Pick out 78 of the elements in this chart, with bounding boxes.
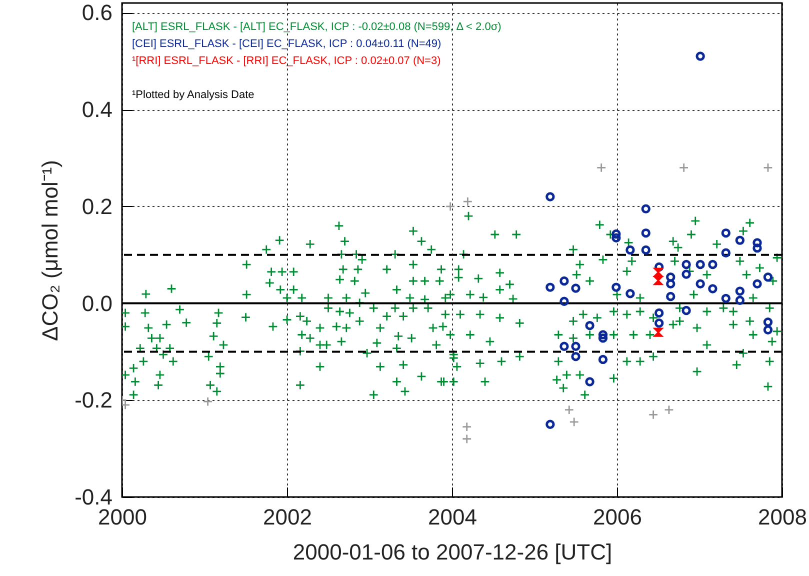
x-axis-title: 2000-01-06 to 2007-12-26 [UTC] bbox=[292, 540, 612, 564]
point bbox=[654, 308, 664, 318]
point bbox=[708, 284, 718, 294]
point bbox=[585, 320, 594, 330]
point bbox=[626, 245, 635, 255]
point bbox=[641, 204, 650, 214]
point bbox=[564, 404, 574, 415]
point bbox=[462, 196, 473, 206]
text: ¹[RRI] ESRL_FLASK - [RRI] EC_FLASK, ICP : 0.02±0.07 (N=3) bbox=[132, 55, 441, 67]
x-tick-label: 2006 bbox=[593, 504, 642, 530]
point bbox=[571, 342, 580, 351]
point bbox=[462, 434, 472, 444]
x-tick-label: 2004 bbox=[428, 504, 477, 530]
point bbox=[721, 228, 731, 238]
point bbox=[598, 354, 608, 364]
point bbox=[696, 279, 705, 288]
point bbox=[682, 260, 691, 270]
text: [ALT] ESRL_FLASK - [ALT] EC_FLASK, ICP : -0.02±0.08 (N=599, Δ < 2.0σ) bbox=[132, 21, 502, 33]
point bbox=[763, 325, 773, 335]
point bbox=[612, 282, 621, 292]
text: [CEI] ESRL_FLASK - [CEI] EC_FLASK, ICP : 0.04±0.11 (N=49) bbox=[132, 38, 442, 50]
point bbox=[560, 342, 569, 351]
point bbox=[735, 236, 745, 245]
point bbox=[696, 260, 705, 270]
point bbox=[654, 268, 663, 277]
point bbox=[560, 276, 569, 286]
point bbox=[752, 243, 762, 253]
point bbox=[763, 272, 773, 282]
point bbox=[612, 233, 621, 242]
point bbox=[445, 202, 456, 212]
point bbox=[571, 284, 580, 293]
point bbox=[596, 162, 606, 173]
point bbox=[752, 279, 762, 288]
point bbox=[546, 420, 555, 429]
point bbox=[546, 192, 555, 202]
x-tick-label: 2002 bbox=[263, 504, 312, 530]
point bbox=[654, 262, 664, 272]
point bbox=[682, 270, 691, 279]
point bbox=[641, 228, 650, 238]
y-axis-title: ΔCO₂ (μmol mol⁻¹) bbox=[38, 160, 63, 342]
point bbox=[641, 245, 650, 255]
annotation: ¹Plotted by Analysis Date bbox=[132, 89, 254, 101]
x-tick-label: 2008 bbox=[758, 504, 807, 530]
point bbox=[585, 377, 594, 386]
point bbox=[664, 404, 674, 415]
point bbox=[560, 296, 569, 306]
point bbox=[763, 162, 773, 173]
point bbox=[708, 260, 718, 270]
point bbox=[612, 229, 621, 239]
point bbox=[569, 417, 579, 427]
point bbox=[666, 292, 676, 302]
point bbox=[648, 410, 658, 420]
point bbox=[682, 306, 691, 316]
point bbox=[462, 422, 472, 432]
point bbox=[626, 288, 635, 298]
point bbox=[598, 330, 608, 340]
point bbox=[654, 276, 663, 286]
point bbox=[763, 318, 773, 327]
y-tick-label: 0.2 bbox=[82, 194, 112, 219]
point bbox=[721, 248, 731, 258]
y-tick-label: -0.2 bbox=[74, 388, 112, 413]
point bbox=[598, 334, 608, 343]
point bbox=[654, 318, 664, 328]
point bbox=[696, 52, 705, 61]
point bbox=[735, 296, 745, 305]
y-tick-label: 0.4 bbox=[82, 97, 112, 122]
point bbox=[721, 294, 731, 304]
point bbox=[546, 282, 555, 292]
point bbox=[654, 328, 663, 337]
point bbox=[202, 396, 213, 406]
point bbox=[735, 286, 745, 296]
point bbox=[752, 238, 762, 248]
point bbox=[666, 272, 676, 282]
y-tick-label: 0.6 bbox=[82, 0, 112, 26]
point bbox=[571, 352, 580, 362]
point bbox=[678, 162, 689, 173]
point bbox=[666, 279, 676, 288]
y-tick-label: 0.0 bbox=[82, 290, 112, 316]
